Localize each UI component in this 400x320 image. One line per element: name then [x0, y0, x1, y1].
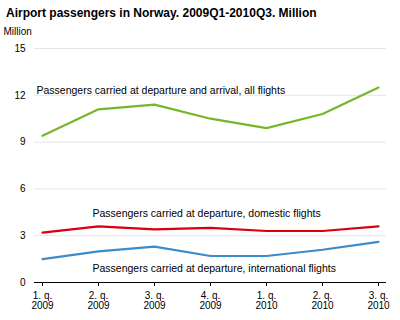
svg-text:2. q.2010: 2. q.2010: [311, 290, 334, 311]
svg-text:Million: Million: [4, 26, 32, 37]
svg-text:3. q.2009: 3. q.2009: [143, 290, 166, 311]
svg-text:Passengers carried at departur: Passengers carried at departure, domesti…: [93, 207, 321, 219]
svg-text:4. q.2009: 4. q.2009: [199, 290, 222, 311]
svg-text:Passengers carried at departur: Passengers carried at departure, interna…: [93, 262, 336, 274]
svg-text:3. q.2010: 3. q.2010: [367, 290, 390, 311]
svg-text:1. q.2009: 1. q.2009: [31, 290, 54, 311]
svg-text:15: 15: [14, 43, 26, 54]
svg-text:9: 9: [20, 136, 26, 147]
html-text:Airport passengers in Norway.: Airport passengers in Norway. 2009Q1-201…: [6, 6, 317, 20]
svg-text:Passengers carried at departur: Passengers carried at departure and arri…: [37, 84, 286, 96]
svg-text:12: 12: [14, 90, 26, 101]
svg-text:2. q.2009: 2. q.2009: [87, 290, 110, 311]
svg-text:3: 3: [20, 230, 26, 241]
svg-text:1. q.2010: 1. q.2010: [255, 290, 278, 311]
svg-text:0: 0: [20, 277, 26, 288]
svg-text:6: 6: [20, 183, 26, 194]
